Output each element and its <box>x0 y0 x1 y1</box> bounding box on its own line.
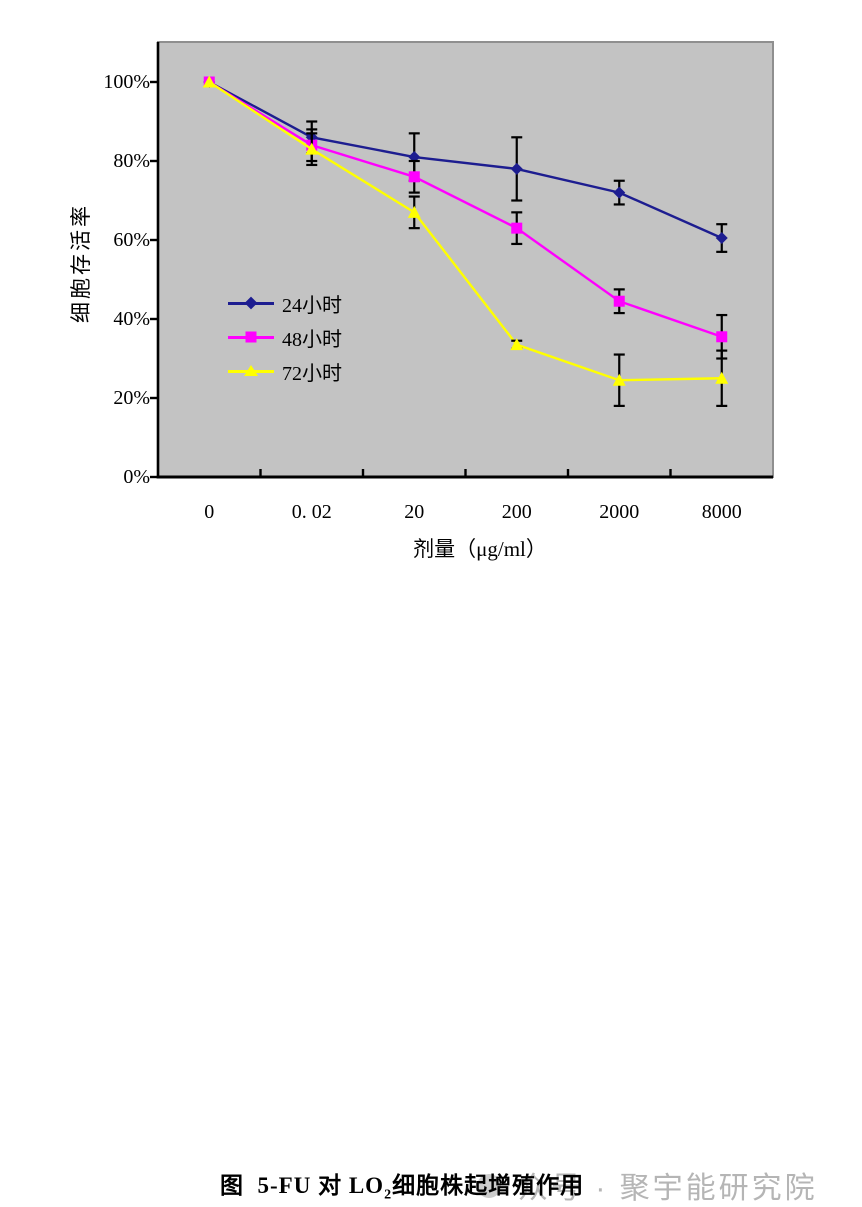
square-marker-icon <box>245 331 257 343</box>
figure-caption: 图 5-FU 对 LO2细胞株起增殖作用 <box>220 1166 584 1204</box>
caption-subscript: 2 <box>384 1187 393 1203</box>
legend-label-72h: 72小时 <box>282 362 342 385</box>
legend-line-24h <box>228 296 274 310</box>
legend-label-48h: 48小时 <box>282 328 342 351</box>
y-tick-label: 60% <box>113 229 150 251</box>
legend-line-72h <box>228 364 274 376</box>
x-tick-label: 8000 <box>701 501 742 523</box>
caption-row: 图 5-FU 对 LO2细胞株起增殖作用 众号 · 聚宇能研究院 <box>0 580 862 1205</box>
line-chart-plot <box>150 41 774 479</box>
caption-prefix: 图 5-FU 对 LO <box>220 1173 385 1198</box>
x-tick-label: 2000 <box>599 501 640 523</box>
x-axis-title: 剂量（μg/ml） <box>413 537 547 561</box>
legend-item-24h: 24小时 <box>228 286 342 320</box>
legend-item-48h: 48小时 <box>228 320 342 354</box>
x-tick-label: 200 <box>501 501 532 523</box>
y-tick-label: 80% <box>113 150 150 172</box>
diamond-marker-icon <box>244 296 258 310</box>
caption-suffix: 细胞株起增殖作用 <box>392 1173 585 1198</box>
x-tick-label: 20 <box>404 501 425 523</box>
figure-canvas: 细胞存活率 剂量（μg/ml） 0% 20% 40% 60% 80% 100% 0 0. 0… <box>0 41 862 1205</box>
y-tick-label: 40% <box>113 308 150 330</box>
legend-item-72h: 72小时 <box>228 354 342 388</box>
x-tick-label: 0. 02 <box>291 501 332 523</box>
triangle-marker-icon <box>244 364 258 376</box>
legend-label-24h: 24小时 <box>282 294 342 317</box>
y-tick-label: 0% <box>123 466 150 488</box>
y-tick-label: 100% <box>103 71 150 93</box>
y-tick-label: 20% <box>113 387 150 409</box>
legend-line-48h <box>228 331 274 343</box>
chart-legend: 24小时 48小时 72小时 <box>228 286 342 388</box>
x-tick-label: 0 <box>204 501 215 523</box>
